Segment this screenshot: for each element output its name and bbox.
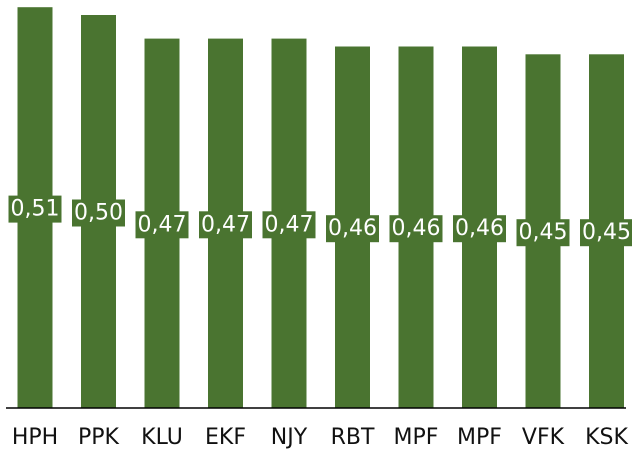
data-label-bg-3	[199, 211, 252, 239]
data-label-bg-7	[453, 215, 506, 243]
x-tick-label-5: RBT	[331, 425, 375, 450]
data-label-bg-2	[135, 211, 189, 239]
data-label-3: 0,47	[201, 212, 250, 237]
x-tick-label-0: HPH	[12, 425, 58, 450]
data-label-8: 0,45	[519, 220, 568, 245]
data-label-6: 0,46	[392, 216, 441, 241]
data-label-bg-6	[389, 215, 443, 243]
data-label-bg-0	[8, 195, 62, 223]
x-tick-label-9: KSK	[585, 425, 628, 450]
data-label-bg-8	[516, 219, 570, 247]
x-tick-label-4: NJY	[271, 425, 308, 450]
data-label-0: 0,51	[11, 197, 60, 222]
x-tick-label-7: MPF	[457, 425, 502, 450]
data-label-1: 0,50	[74, 201, 123, 226]
data-labels-group: 0,51 0,50 0,47 0,47 0,47 0,46 0,46 0,46 0,45 0,45	[8, 195, 632, 247]
data-label-9: 0,45	[582, 220, 631, 245]
data-label-4: 0,47	[265, 212, 314, 237]
data-label-bg-1	[72, 199, 125, 227]
data-label-bg-9	[580, 219, 632, 247]
x-tick-label-2: KLU	[141, 425, 183, 450]
data-label-2: 0,47	[138, 212, 187, 237]
data-label-bg-4	[262, 211, 316, 239]
data-label-bg-5	[326, 215, 379, 243]
x-tick-label-3: EKF	[205, 425, 246, 450]
data-label-7: 0,46	[455, 216, 504, 241]
data-label-5: 0,46	[328, 216, 377, 241]
x-tick-label-8: VFK	[522, 425, 565, 450]
x-tick-label-1: PPK	[78, 425, 120, 450]
x-tick-labels-group: HPH PPK KLU EKF NJY RBT MPF MPF VFK KSK	[12, 425, 629, 450]
x-tick-label-6: MPF	[394, 425, 439, 450]
